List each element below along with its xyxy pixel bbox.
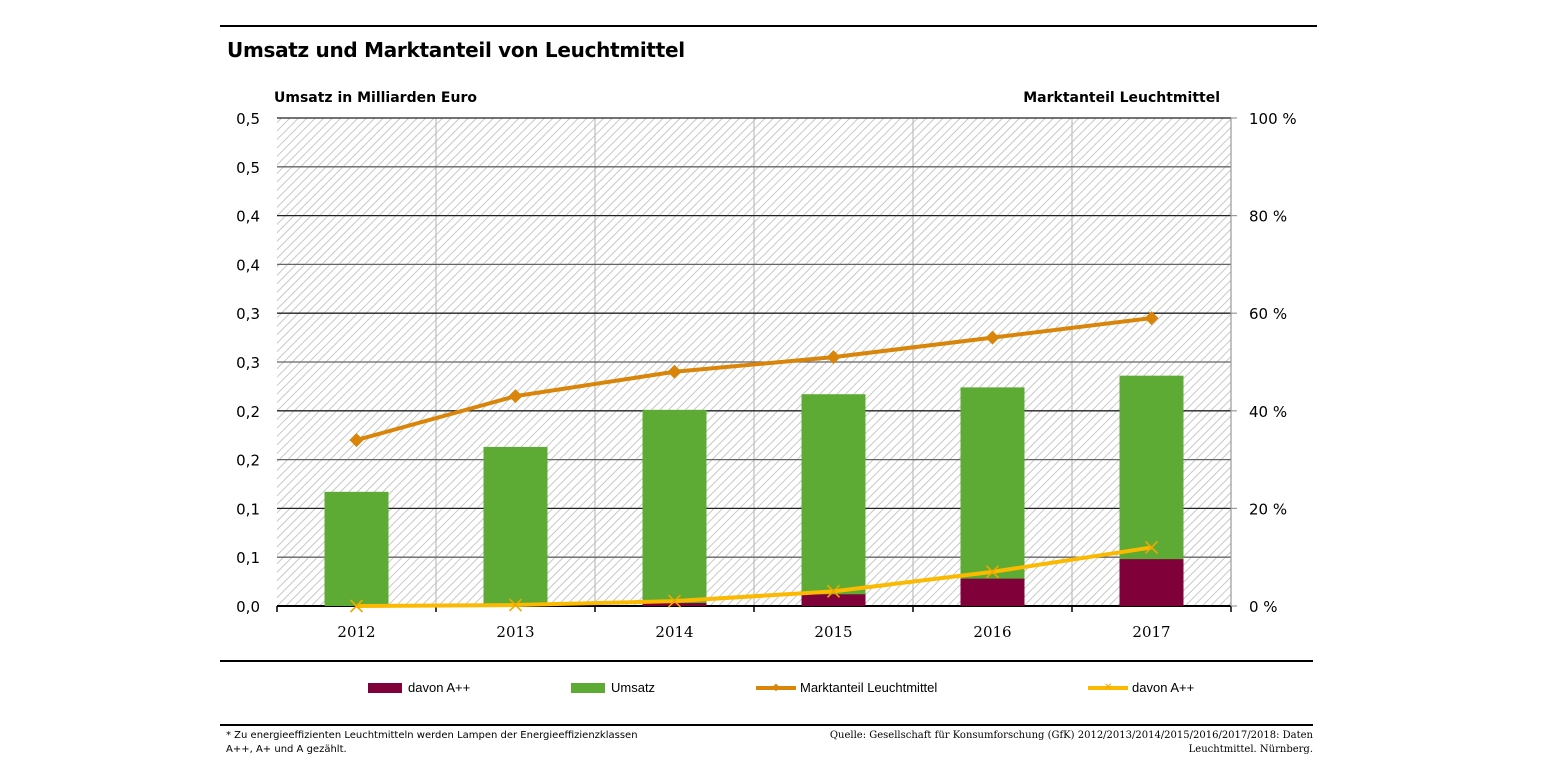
marker-x	[667, 594, 682, 608]
legend-label: davon A++	[1132, 680, 1195, 695]
bar-umsatz	[642, 409, 707, 606]
legend-swatch	[571, 682, 605, 693]
y2-tick-label: 100 %	[1249, 110, 1297, 128]
footer-rule	[220, 724, 1313, 726]
legend-swatch	[368, 682, 402, 693]
legend-label: davon A++	[408, 680, 471, 695]
y-tick-label: 0,4	[236, 208, 260, 226]
bar-umsatz	[324, 491, 389, 606]
x-tick-label: 2013	[496, 623, 534, 641]
marker-x-stroke	[985, 565, 1000, 579]
marker-x	[1144, 540, 1159, 555]
marker-diamond	[508, 389, 523, 404]
legend-label: Marktanteil Leuchtmittel	[800, 680, 938, 695]
y2-tick-label: 40 %	[1249, 403, 1287, 421]
marker-x-stroke	[1144, 540, 1159, 555]
y-tick-label: 0,1	[236, 500, 260, 518]
bar-umsatz	[801, 394, 866, 606]
marker-x-stroke	[349, 599, 364, 613]
y2-tick-label: 80 %	[1249, 208, 1287, 226]
chart-title: Umsatz und Marktanteil von Leuchtmittel	[227, 38, 685, 62]
marker-x-stroke	[667, 594, 682, 608]
y-axis-title: Umsatz in Milliarden Euro	[274, 90, 477, 106]
x-tick-label: 2014	[655, 623, 693, 641]
y-tick-label: 0,4	[236, 256, 260, 274]
x-tick-label: 2012	[337, 623, 375, 641]
legend-line-diamond-icon: ◆	[756, 682, 796, 693]
x-tick-label: 2015	[814, 623, 852, 641]
legend: davon A++ Umsatz ◆ Marktanteil Leuchtmit…	[0, 680, 1545, 704]
bar-a-plus-plus	[801, 594, 866, 606]
marker-x	[349, 599, 364, 613]
marker-x-stroke	[508, 598, 523, 612]
y2-tick-label: 20 %	[1249, 500, 1287, 518]
marker-diamond	[667, 364, 682, 379]
bar-a-plus-plus	[642, 603, 707, 606]
marker-x-stroke	[826, 584, 841, 598]
marker-x	[508, 598, 523, 612]
line-marktanteil	[355, 316, 1152, 443]
marker-x	[985, 565, 1000, 579]
y-tick-label: 0,2	[236, 452, 260, 470]
marker-diamond	[826, 350, 841, 365]
y-tick-label: 0,1	[236, 549, 260, 567]
footnote: * Zu energieeffizienten Leuchtmitteln we…	[226, 730, 638, 755]
bar-a-plus-plus	[1119, 559, 1184, 606]
marker-x	[826, 584, 841, 598]
y-tick-label: 0,5	[236, 159, 260, 177]
line-a-plus-plus	[356, 545, 1152, 608]
x-tick-label: 2016	[973, 623, 1011, 641]
legend-item-marktanteil: ◆ Marktanteil Leuchtmittel	[756, 680, 937, 695]
y-tick-label: 0,0	[236, 598, 260, 616]
bar-umsatz	[483, 446, 548, 606]
legend-item-umsatz: Umsatz	[571, 680, 655, 695]
y-tick-label: 0,2	[236, 403, 260, 421]
y-tick-label: 0,5	[236, 110, 260, 128]
y2-tick-label: 0 %	[1249, 598, 1278, 616]
legend-label: Umsatz	[611, 680, 656, 695]
y-tick-label: 0,3	[236, 354, 260, 372]
chart: Umsatz in Milliarden Euro Marktanteil Le…	[236, 90, 1297, 641]
marker-diamond	[349, 433, 364, 448]
y2-axis-title: Marktanteil Leuchtmittel	[1023, 90, 1220, 106]
x-tick-label: 2017	[1132, 623, 1170, 641]
legend-item-a-plus-plus-line: ✕ davon A++	[1088, 680, 1194, 695]
chart-bottom-rule	[220, 660, 1313, 662]
bar-a-plus-plus	[960, 578, 1025, 606]
marker-diamond	[1144, 311, 1159, 326]
legend-line-x-icon: ✕	[1088, 682, 1128, 693]
y-tick-label: 0,3	[236, 305, 260, 323]
top-rule	[220, 25, 1317, 27]
legend-item-a-plus-plus-bar: davon A++	[368, 680, 470, 695]
source-note: Quelle: Gesellschaft für Konsumforschung…	[829, 730, 1313, 755]
y2-tick-label: 60 %	[1249, 305, 1287, 323]
marker-diamond	[985, 330, 1000, 345]
